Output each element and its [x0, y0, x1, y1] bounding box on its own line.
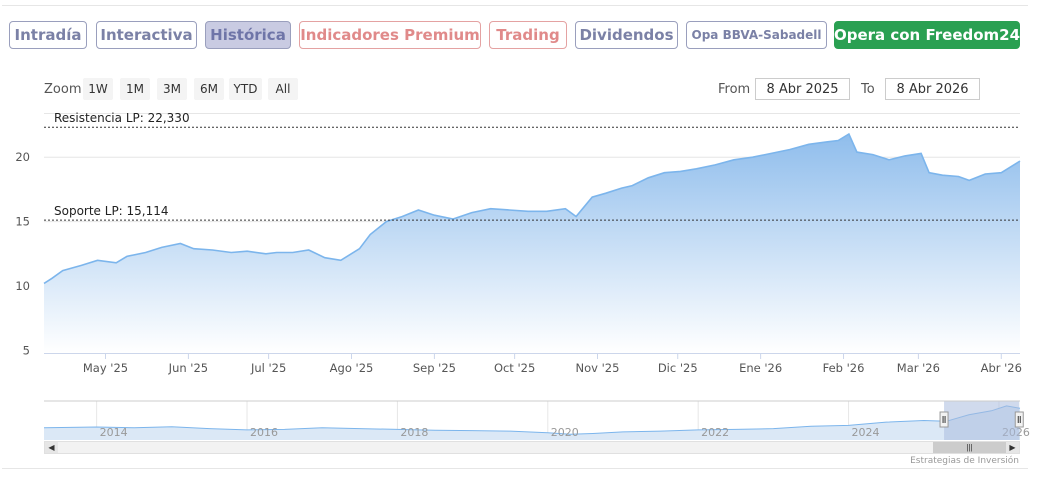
range-selector-divider: [44, 113, 1020, 114]
navigator-selection[interactable]: [944, 401, 1020, 440]
navigator-year-labels: 2014201620182020202220242026: [100, 426, 1030, 439]
level-label: Resistencia LP: 22,330: [54, 111, 190, 125]
navigator-year-label: 2018: [400, 426, 428, 439]
zoom-ytd-button[interactable]: YTD: [229, 78, 262, 100]
x-tick-label: Sep '25: [413, 361, 456, 375]
price-levels: Resistencia LP: 22,330 Soporte LP: 15,114: [44, 111, 1020, 221]
zoom-6m-button[interactable]: 6M: [194, 78, 224, 100]
price-area: [44, 134, 1020, 353]
scroll-right-arrow-icon[interactable]: ▶: [1006, 442, 1019, 453]
level-label: Soporte LP: 15,114: [54, 204, 169, 218]
x-tick-label: Jun '25: [168, 361, 208, 375]
zoom-3m-button[interactable]: 3M: [157, 78, 187, 100]
zoom-1w-button[interactable]: 1W: [83, 78, 113, 100]
y-tick-label: 10: [15, 279, 30, 293]
x-tick-label: Oct '25: [494, 361, 535, 375]
to-date-input[interactable]: 8 Abr 2026: [885, 78, 980, 100]
navigator-handle[interactable]: [1014, 411, 1024, 428]
tab-historica[interactable]: Histórica: [205, 21, 291, 49]
navigator-year-label: 2022: [701, 426, 729, 439]
zoom-label: Zoom: [44, 82, 82, 97]
top-divider: [2, 5, 1028, 6]
zoom-1m-button[interactable]: 1M: [120, 78, 150, 100]
scrollbar-thumb[interactable]: |||: [933, 442, 1006, 453]
x-axis-ticks: May '25 Jun '25 Jul '25 Ago '25 Sep '25 Oct '…: [83, 353, 1022, 375]
navigator-year-label: 2016: [250, 426, 278, 439]
tab-trading[interactable]: Trading: [489, 21, 567, 49]
navigator-year-label: 2014: [100, 426, 128, 439]
navigator-area: [44, 405, 1020, 440]
x-tick-label: Mar '26: [897, 361, 940, 375]
to-label: To: [861, 82, 875, 97]
tab-interactiva[interactable]: Interactiva: [96, 21, 197, 49]
navigator-handle[interactable]: [939, 411, 949, 428]
x-tick-label: May '25: [83, 361, 128, 375]
navigator-year-label: 2024: [852, 426, 880, 439]
tab-intradia[interactable]: Intradía: [9, 21, 87, 49]
scroll-left-arrow-icon[interactable]: ◀: [45, 442, 58, 453]
y-tick-label: 15: [15, 215, 30, 229]
from-date-input[interactable]: 8 Abr 2025: [755, 78, 850, 100]
price-line[interactable]: [43, 132, 1021, 285]
from-label: From: [718, 82, 751, 97]
chart-credit: Estrategias de Inversión: [910, 456, 1019, 466]
x-tick-label: Dic '25: [658, 361, 698, 375]
tab-opa-bbva-sabadell[interactable]: Opa BBVA-Sabadell: [686, 21, 827, 49]
x-tick-label: Nov '25: [576, 361, 620, 375]
y-tick-label: 5: [23, 343, 30, 357]
y-tick-label: 20: [15, 150, 30, 164]
y-axis-ticks: 5 10 15 20: [15, 150, 30, 357]
zoom-all-button[interactable]: All: [268, 78, 298, 100]
x-tick-label: Ene '26: [739, 361, 782, 375]
navigator-year-label: 2020: [551, 426, 579, 439]
navigator-scrollbar[interactable]: ◀ ||| ▶: [44, 441, 1020, 454]
x-tick-label: Jul '25: [250, 361, 286, 375]
bottom-divider: [2, 468, 1028, 469]
x-tick-label: Ago '25: [330, 361, 374, 375]
price-chart: 5 10 15 20 Resistencia LP: 22,330 Soporte LP…: [15, 111, 1022, 375]
opera-con-freedom24-button[interactable]: Opera con Freedom24: [834, 21, 1020, 49]
tab-indicadores-premium[interactable]: Indicadores Premium: [299, 21, 481, 49]
navigator-line: [43, 405, 1021, 435]
tab-dividendos[interactable]: Dividendos: [575, 21, 678, 49]
navigator-handles[interactable]: [939, 411, 1024, 428]
x-tick-label: Abr '26: [981, 361, 1022, 375]
x-tick-label: Feb '26: [823, 361, 865, 375]
